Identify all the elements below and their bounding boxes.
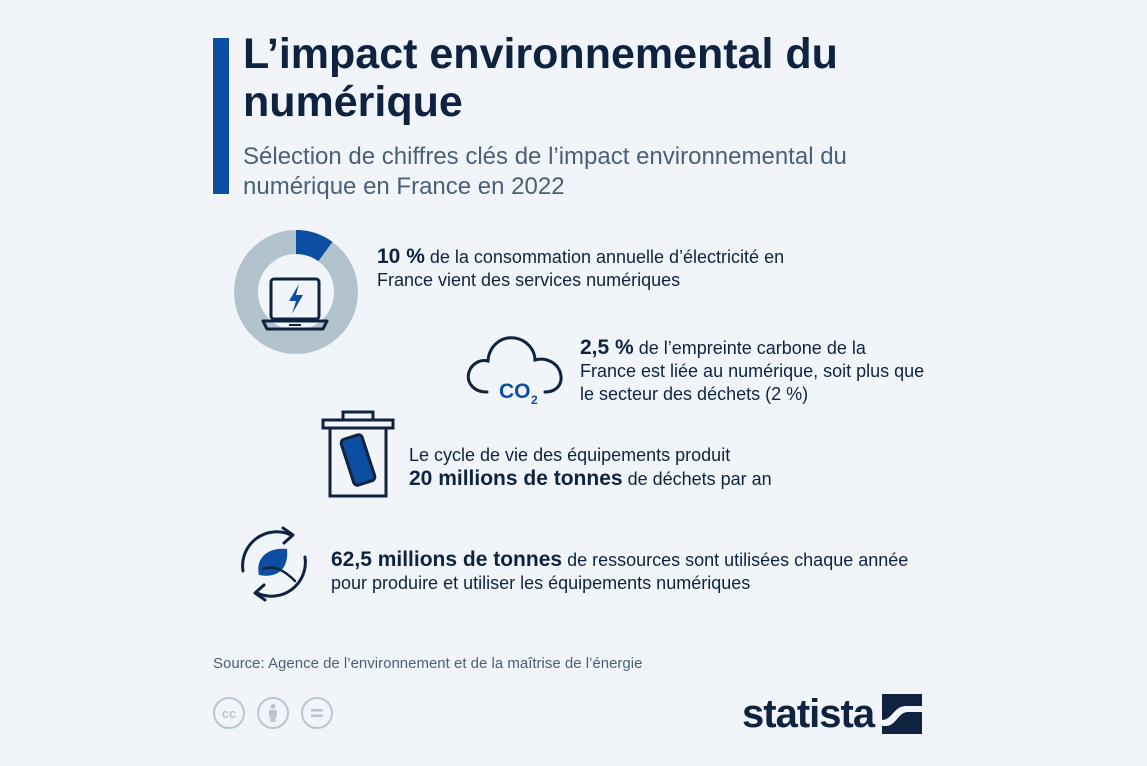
source-note: Source: Agence de l’environnement et de … [213,655,643,672]
stat-electricity-figure: 10 % [377,245,425,268]
co2-cloud-icon: CO 2 [466,336,563,407]
co2-subscript-label: 2 [531,393,538,407]
stat-carbon-text: de l’empreinte carbone de la France est … [580,338,925,404]
stat-waste: Le cycle de vie des équipements produit … [409,444,849,491]
statista-mark-icon [882,694,923,734]
donut-share-segment [234,230,358,354]
stat-electricity: 10 % de la consommation annuelle d’élect… [377,245,817,292]
brand-wordmark: statista [742,692,875,736]
stat-resources-text: de ressources sont utilisées chaque anné… [331,550,909,593]
stat-waste-figure: 20 millions de tonnes [409,467,623,490]
stat-waste-text: de déchets par an [622,469,772,489]
stat-carbon: 2,5 % de l’empreinte carbone de la Franc… [580,336,925,406]
statista-logo[interactable]: statista [742,692,923,736]
stat-electricity-text: de la consommation annuelle d’électricit… [377,247,785,290]
stat-resources-figure: 62,5 millions de tonnes [331,548,563,571]
stat-carbon-figure: 2,5 % [580,336,634,359]
title-accent-bar [213,38,229,194]
stat-waste-intro: Le cycle de vie des équipements produit [409,445,731,465]
laptop-lightning-icon [234,230,358,354]
co2-symbol-label: CO [499,380,531,403]
page-subtitle: Sélection de chiffres clés de l’impact e… [243,143,847,200]
no-derivatives-icon[interactable] [301,697,333,729]
page-title: L’impact environnemental du numérique [243,30,838,126]
phone-trash-bin-icon [321,410,395,498]
license-icons: cc [213,697,333,729]
attribution-icon[interactable] [257,697,289,729]
stat-resources: 62,5 millions de tonnes de ressources so… [331,548,931,595]
cc-icon[interactable]: cc [213,697,245,729]
leaf-cycle-icon [241,526,307,602]
